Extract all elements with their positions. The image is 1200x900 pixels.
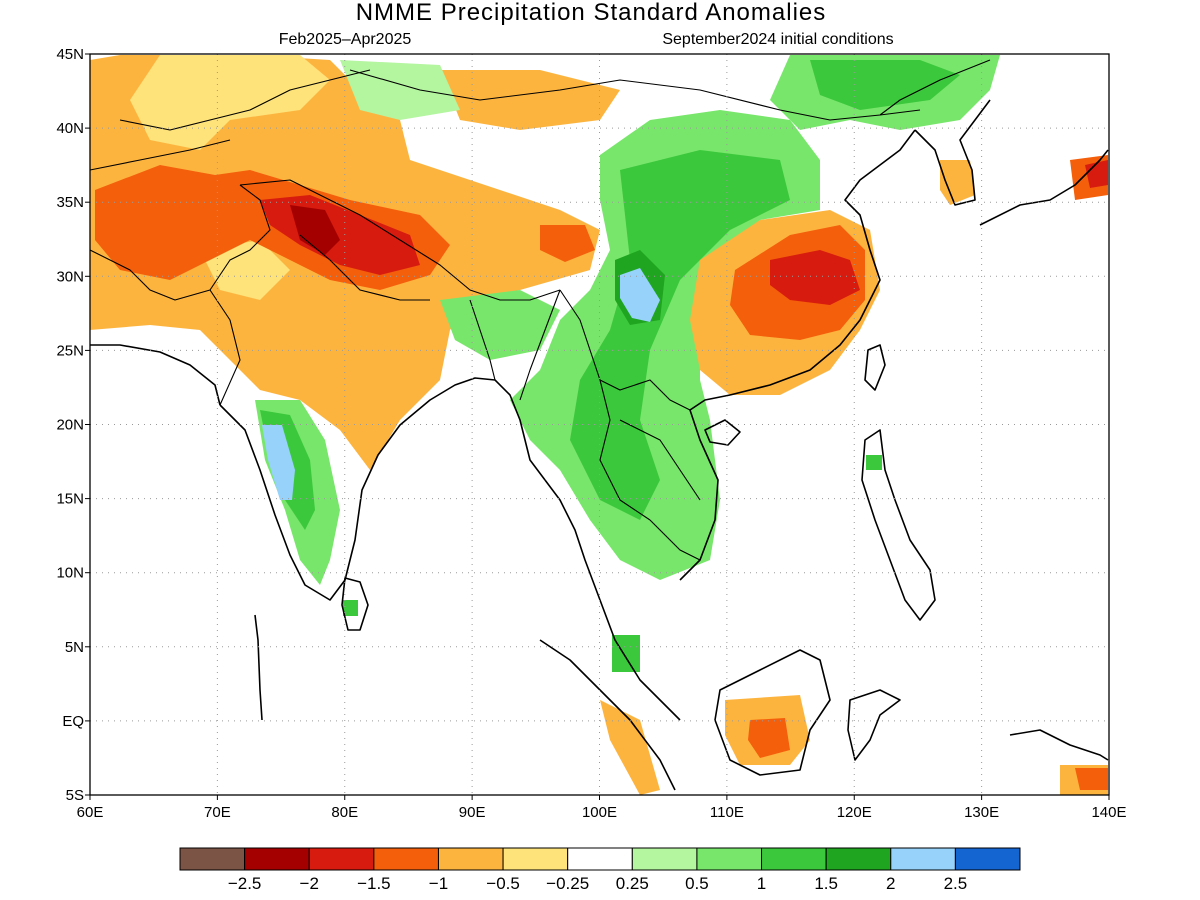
colorbar-swatch: [890, 847, 956, 871]
lon-tick-label: 100E: [582, 804, 617, 821]
colorbar-swatch: [631, 847, 698, 871]
colorbar-tick-label: 0.5: [685, 874, 709, 893]
wet-core-indochina: [570, 150, 790, 520]
colorbar-swatch: [373, 847, 439, 871]
dry-patch-afghan: [200, 240, 290, 300]
coastline-india: [219, 377, 546, 601]
anomaly-shading: [90, 55, 1108, 795]
coastline-japan: [979, 149, 1109, 226]
coastline-arabia-iran: [90, 344, 221, 406]
lat-tick-label: 10N: [56, 565, 84, 582]
lon-tick-label: 130E: [964, 804, 999, 821]
colorbar-tick-label: 2.5: [944, 874, 968, 893]
lat-tick-label: 5S: [66, 787, 84, 804]
colorbar: −2.5 −2 −1.5 −1 −0.5 −0.25 0.25 0.5 1 1.5 2 2.5: [179, 847, 1021, 893]
colorbar-tick-label: −1.5: [357, 874, 391, 893]
lon-tick-label: 110E: [710, 804, 744, 821]
coastline-philippines: [861, 429, 936, 621]
lat-tick-label: EQ: [62, 713, 84, 730]
wet-max-west-ghats: [262, 425, 295, 500]
lat-tick-label: 45N: [56, 46, 84, 63]
colorbar-tick-label: −0.5: [486, 874, 520, 893]
coastline-newguinea: [1009, 729, 1109, 761]
lon-tick-label: 60E: [77, 804, 104, 821]
initial-conditions-subtitle: September2024 initial conditions: [662, 31, 893, 48]
coastline-taiwan: [864, 344, 886, 391]
colorbar-swatch: [437, 847, 504, 871]
lat-tick-label: 5N: [65, 639, 84, 656]
coastline-sri-lanka: [341, 577, 369, 631]
period-subtitle: Feb2025–Apr2025: [279, 31, 412, 48]
lon-tick-label: 80E: [331, 804, 358, 821]
lat-tick-label: 20N: [56, 417, 84, 434]
colorbar-swatch: [825, 847, 892, 871]
colorbar-tick-label: 1.5: [814, 874, 838, 893]
colorbar-swatch: [502, 847, 569, 871]
colorbar-swatch: [179, 847, 246, 871]
lon-tick-label: 120E: [837, 804, 872, 821]
wet-max-sichuan: [620, 268, 660, 322]
wet-patch-bangladesh: [440, 290, 560, 360]
dry-core-newguinea: [1075, 768, 1108, 790]
coastline-sumatra: [539, 639, 676, 791]
dry-patch-sumatra: [600, 700, 660, 795]
lat-tick-label: 40N: [56, 120, 84, 137]
lat-tick-label: 35N: [56, 194, 84, 211]
colorbar-swatch: [567, 847, 633, 871]
map-panel: [90, 54, 1109, 795]
lon-tick-label: 70E: [204, 804, 231, 821]
lat-axis-ticks: 45N 40N 35N 30N 25N 20N 15N 10N 5N EQ 5S: [56, 46, 90, 804]
dry-region-lighter-n: [130, 55, 330, 150]
coastline-korea: [914, 99, 991, 206]
colorbar-tick-label: −2: [300, 874, 319, 893]
colorbar-tick-label: 2: [886, 874, 895, 893]
dry-core-japan: [1085, 160, 1108, 188]
dry-patch-tibet: [440, 70, 620, 130]
colorbar-tick-label: −1: [429, 874, 448, 893]
wet-patch-sri-lanka: [343, 600, 358, 616]
dry-patch-tibet-core: [540, 225, 595, 262]
land-outlines: [90, 99, 1109, 791]
lat-tick-label: 25N: [56, 342, 84, 359]
colorbar-swatch: [954, 847, 1021, 871]
lon-axis-ticks: 60E 70E 80E 90E 100E 110E 120E 130E 140E: [77, 795, 1127, 821]
coastline-china-east: [729, 129, 916, 396]
colorbar-swatch: [696, 847, 763, 871]
coastline-sulawesi: [847, 689, 901, 761]
dry-patch-korea: [940, 160, 975, 205]
colorbar-tick-label: 0.25: [616, 874, 649, 893]
colorbar-tick-label: −2.5: [228, 874, 262, 893]
coastline-vietnam: [679, 394, 731, 581]
wet-patch-philippines: [866, 455, 882, 470]
figure-title: NMME Precipitation Standard Anomalies: [356, 0, 827, 26]
dry-core-east-china: [770, 250, 860, 305]
lon-tick-label: 140E: [1091, 804, 1126, 821]
wet-patch-malaya: [612, 635, 640, 672]
lat-tick-label: 30N: [56, 268, 84, 285]
colorbar-tick-label: 1: [757, 874, 766, 893]
colorbar-swatch: [244, 847, 310, 871]
coastline-borneo: [714, 649, 831, 776]
wet-core-mongolia: [810, 60, 960, 110]
political-borders: [90, 59, 991, 561]
wet-strip-north: [340, 60, 460, 120]
colorbar-tick-label: −0.25: [546, 874, 589, 893]
colorbar-swatch: [761, 847, 827, 871]
dry-core-borneo: [748, 718, 790, 758]
lon-tick-label: 90E: [459, 804, 486, 821]
coastline-maldives: [254, 614, 263, 721]
colorbar-swatch: [308, 847, 375, 871]
dry-core-kashmir: [290, 205, 340, 255]
lat-tick-label: 15N: [56, 491, 84, 508]
coastline-hainan: [704, 419, 741, 446]
